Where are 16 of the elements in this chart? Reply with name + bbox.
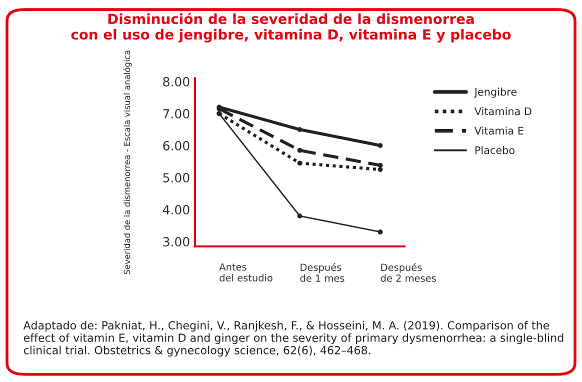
x-tick-label: Después de 1 mes xyxy=(300,263,344,282)
text: Adaptado de: Pakniat, H., Chegini, V., Ranjkesh, F., & Hosseini, M. A. (2019). Comparison of the effect of vitamin E, vitamin D and ginger on the severity of primary dysmenorrhea: a single-blind clinical trial. Obstetrics & gynecology science, 62(6), 462–468. xyxy=(23,320,564,357)
y-tick-label: 7.00 xyxy=(163,109,190,118)
x-tick-label: Después de 2 meses xyxy=(380,263,436,282)
chart-title: Disminución de la severidad de la dismenorrea con el uso de jengibre, vitamina D, vitamina E y placebo xyxy=(71,12,511,42)
y-axis-title: Severidad de la dismenorrea - Escala visual analógica xyxy=(123,50,132,274)
x-tick-label: Antes del estudio xyxy=(219,263,272,282)
y-tick-label: 5.00 xyxy=(163,173,190,182)
y-tick-label: 6.00 xyxy=(163,141,190,150)
y-tick-label: 4.00 xyxy=(162,205,190,214)
legend-label: Placebo xyxy=(475,146,515,154)
y-tick-label: 3.00 xyxy=(163,237,190,247)
y-tick-label: 8.00 xyxy=(163,76,190,86)
legend-label: Vitamina D xyxy=(474,107,532,116)
legend-label: Jengibre xyxy=(474,88,517,98)
legend-label: Vitamia E xyxy=(474,126,524,135)
